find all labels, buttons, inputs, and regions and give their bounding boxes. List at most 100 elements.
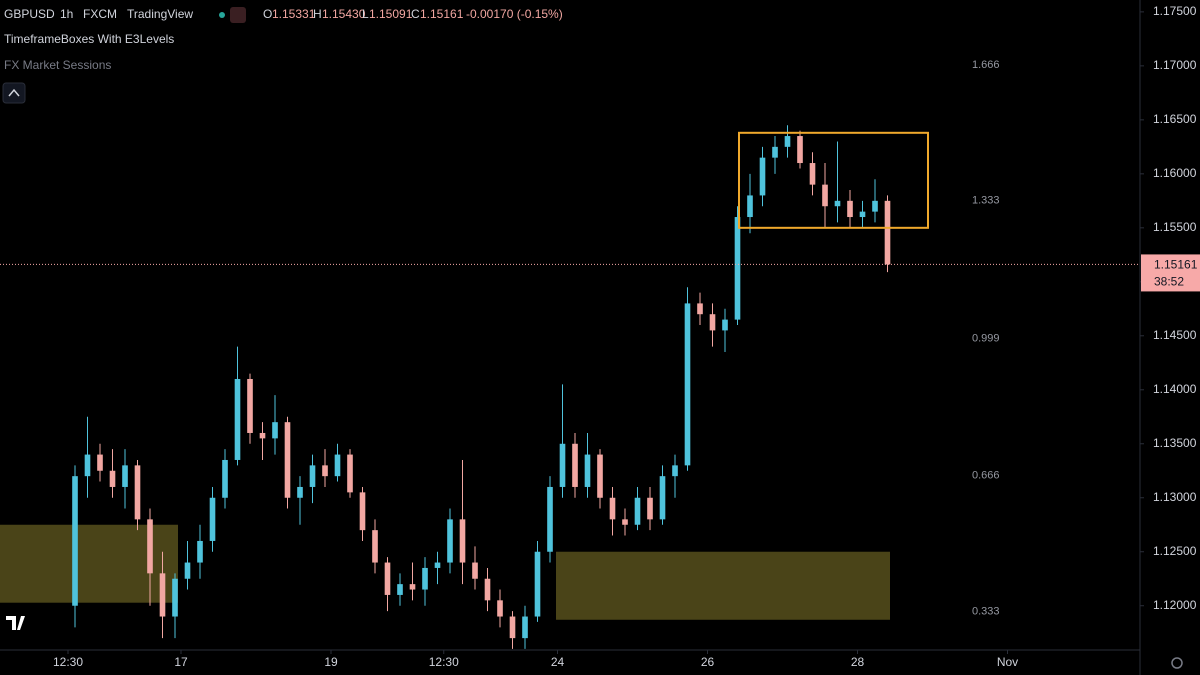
x-tick-label: 12:30 xyxy=(429,655,459,669)
candle-body xyxy=(284,422,291,498)
indicator-name[interactable]: TimeframeBoxes With E3Levels xyxy=(4,32,174,46)
candle-body xyxy=(522,616,528,639)
candle-body xyxy=(884,200,891,265)
x-tick-label: Nov xyxy=(997,655,1018,669)
candle-body xyxy=(409,584,416,590)
ohlc-o: 1.15331 xyxy=(272,7,316,21)
y-tick-label: 1.12000 xyxy=(1153,598,1197,612)
plot-area: 1.666 1.333 0.999 0.666 0.333 xyxy=(0,59,1140,649)
candle-body xyxy=(847,200,853,218)
candle-body xyxy=(359,492,366,531)
candle-body xyxy=(709,314,716,331)
x-tick-label: 17 xyxy=(174,655,188,669)
market-status[interactable] xyxy=(230,7,246,23)
candle-body xyxy=(859,211,866,218)
candle-body xyxy=(397,584,403,595)
candle-body xyxy=(559,443,566,487)
y-tick-label: 1.16000 xyxy=(1153,166,1197,180)
candle-body xyxy=(134,465,141,520)
candle-body xyxy=(222,459,228,498)
candle-body xyxy=(297,486,303,498)
candle-body xyxy=(259,432,266,439)
tv-logo xyxy=(2,610,30,638)
candle-body xyxy=(634,497,641,525)
ohlc-h-label: H xyxy=(313,7,322,21)
candle-body xyxy=(184,562,191,579)
candle-body xyxy=(434,562,441,568)
candle-body xyxy=(247,378,253,433)
candle-body xyxy=(97,454,103,471)
candle-body xyxy=(234,378,241,460)
collapse-button[interactable] xyxy=(2,82,26,104)
y-tick-label: 1.14000 xyxy=(1153,382,1197,396)
candle-body xyxy=(472,562,478,579)
x-tick-label: 28 xyxy=(851,655,865,669)
candle-body xyxy=(72,476,78,606)
candle-body xyxy=(759,157,766,196)
candle-body xyxy=(534,551,541,617)
candle-body xyxy=(509,616,516,639)
candle-body xyxy=(697,303,703,315)
legend-header: GBPUSD 1h FXCM TradingView O 1.15331 H 1… xyxy=(2,7,563,104)
y-tick-label: 1.17500 xyxy=(1153,4,1197,18)
candle-body xyxy=(609,497,616,520)
candle-body xyxy=(547,486,553,552)
indicator-name[interactable]: FX Market Sessions xyxy=(4,58,111,72)
candle-body xyxy=(484,578,491,601)
level-label: 0.666 xyxy=(972,470,1000,482)
candle-body xyxy=(272,422,278,439)
logo xyxy=(6,616,25,630)
candle-body xyxy=(647,497,653,520)
change: -0.00170 (-0.15%) xyxy=(466,7,563,21)
y-tick-label: 1.16500 xyxy=(1153,112,1197,126)
level-label: 1.666 xyxy=(972,59,1000,71)
platform: TradingView xyxy=(127,7,193,21)
y-tick-label: 1.15500 xyxy=(1153,220,1197,234)
candle-body xyxy=(84,454,91,477)
candle-body xyxy=(722,319,728,331)
candle-body xyxy=(622,519,628,525)
candle-body xyxy=(322,465,328,477)
candle-body xyxy=(159,573,166,617)
candle-body xyxy=(334,454,341,477)
candle-body xyxy=(122,465,128,487)
ohlc-l-label: L xyxy=(362,7,369,21)
ohlc-h: 1.15430 xyxy=(322,7,366,21)
y-tick-label: 1.14500 xyxy=(1153,328,1197,342)
candle-body xyxy=(109,470,116,487)
candle-body xyxy=(197,540,203,563)
candle-body xyxy=(747,195,753,218)
candle-body xyxy=(309,465,316,487)
status-dot xyxy=(219,12,225,18)
candle-body xyxy=(772,146,778,158)
candle-body xyxy=(597,454,603,498)
price-tag-label: 1.15161 xyxy=(1154,258,1198,272)
x-tick-label: 24 xyxy=(551,655,565,669)
candle-body xyxy=(384,562,391,595)
source: FXCM xyxy=(83,7,117,21)
candle-body xyxy=(347,454,353,493)
level-label: 0.999 xyxy=(972,333,1000,345)
range-box xyxy=(738,131,929,229)
y-tick-label: 1.12500 xyxy=(1153,544,1197,558)
x-tick-label: 12:30 xyxy=(53,655,83,669)
ohlc-o-label: O xyxy=(263,7,272,21)
settings-icon[interactable] xyxy=(1171,657,1183,669)
candle-body xyxy=(659,476,666,520)
candle-body xyxy=(572,443,578,487)
candle-body xyxy=(584,454,591,487)
ohlc-c-label: C xyxy=(411,7,420,21)
candle-body xyxy=(447,519,453,563)
candle-body xyxy=(684,303,691,466)
x-tick-label: 19 xyxy=(324,655,338,669)
candle-body xyxy=(672,465,678,477)
price-tag xyxy=(1141,254,1200,292)
collapse-icon xyxy=(8,88,20,97)
symbol: GBPUSD xyxy=(4,7,55,21)
candle-body xyxy=(422,567,428,590)
candle-body xyxy=(809,163,816,185)
candle-body xyxy=(872,200,878,212)
session-zone xyxy=(556,551,890,620)
